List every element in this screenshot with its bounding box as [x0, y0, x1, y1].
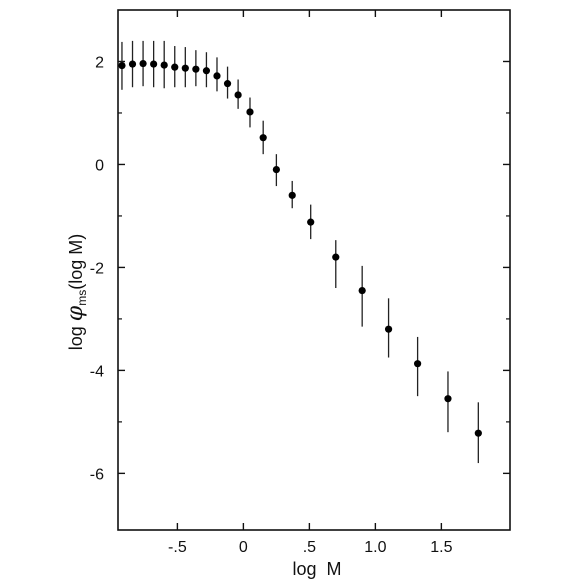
y-axis-title-subscript: ms: [75, 290, 89, 306]
data-point: [150, 60, 158, 68]
data-point: [171, 63, 179, 71]
data-point: [192, 65, 200, 73]
error-bars-group: [121, 40, 479, 464]
data-point: [307, 218, 315, 226]
data-point: [288, 191, 296, 199]
data-point: [234, 91, 242, 99]
data-point: [128, 60, 137, 68]
data-point: [414, 360, 422, 368]
points-group: [118, 59, 482, 437]
data-point: [160, 61, 168, 69]
data-point: [181, 64, 189, 72]
x-axis-title: log M: [292, 559, 341, 579]
y-axis-title-prefix: log: [66, 321, 86, 350]
data-point: [118, 62, 126, 70]
x-tick-label: 0: [239, 539, 248, 556]
x-tick-label: 1.5: [430, 539, 452, 556]
data-point: [246, 108, 254, 116]
y-tick-label: -2: [90, 260, 104, 277]
data-point: [444, 395, 452, 403]
data-point: [223, 80, 232, 88]
data-point: [213, 72, 221, 80]
ticks-group: [118, 10, 510, 530]
y-tick-label: 0: [95, 157, 104, 174]
y-axis-title-suffix: (log M): [66, 234, 86, 290]
x-tick-label: .5: [303, 539, 316, 556]
data-point: [272, 166, 280, 174]
data-point: [202, 67, 211, 75]
tick-labels-group: -.5 0 .5 1.0 1.5 2 0 -2 -4 -6: [90, 54, 453, 556]
y-tick-label: 2: [95, 54, 104, 71]
data-point: [358, 286, 366, 295]
y-tick-label: -6: [90, 466, 104, 483]
x-tick-label: -.5: [168, 539, 187, 556]
data-point: [332, 253, 340, 261]
plot-frame: [117, 9, 511, 531]
y-tick-label: -4: [90, 363, 104, 380]
data-point: [139, 59, 147, 68]
y-axis-title: log φms(log M): [63, 234, 89, 350]
y-axis-title-symbol: φ: [63, 305, 88, 321]
data-point: [474, 429, 482, 437]
x-tick-label: 1.0: [364, 539, 386, 556]
data-point: [384, 325, 393, 333]
data-point: [259, 134, 267, 142]
plot-frame-group: [117, 9, 511, 531]
